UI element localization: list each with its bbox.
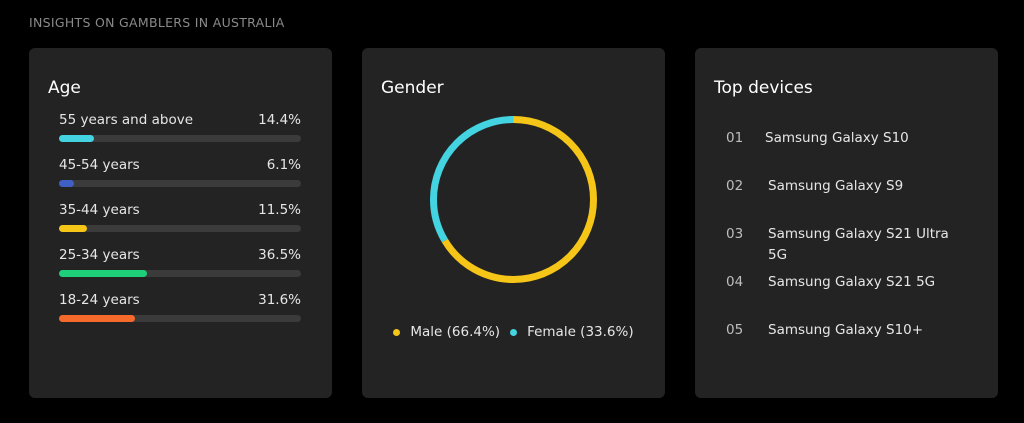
gender-card: Gender Male (66.4%) Female (33.6%) <box>362 48 665 398</box>
age-value: 6.1% <box>266 157 301 173</box>
donut-slice-female <box>430 116 597 283</box>
page-heading: INSIGHTS ON GAMBLERS IN AUSTRALIA <box>29 15 285 30</box>
device-rank: 05 <box>726 322 744 338</box>
age-value: 36.5% <box>258 247 301 263</box>
age-label: 35-44 years <box>59 202 140 218</box>
age-list: 55 years and above 14.4% 45-54 years 6.1… <box>59 111 301 336</box>
legend-item-male: Male (66.4%) <box>393 324 500 340</box>
age-value: 11.5% <box>258 202 301 218</box>
age-bar-track <box>59 135 301 142</box>
age-label: 45-54 years <box>59 157 140 173</box>
age-bar-fill <box>59 270 148 277</box>
age-label: 25-34 years <box>59 247 140 263</box>
age-bar-track <box>59 315 301 322</box>
age-item: 45-54 years 6.1% <box>59 156 301 201</box>
device-name: Samsung Galaxy S10 <box>765 130 909 146</box>
age-label: 18-24 years <box>59 292 140 308</box>
device-rank: 03 <box>726 226 744 242</box>
gender-card-title: Gender <box>381 78 444 98</box>
age-bar-track <box>59 270 301 277</box>
age-bar-track <box>59 225 301 232</box>
devices-card-title: Top devices <box>714 78 813 98</box>
age-bar-fill <box>59 180 74 187</box>
age-value: 31.6% <box>258 292 301 308</box>
age-card: Age 55 years and above 14.4% 45-54 years… <box>29 48 332 398</box>
age-item: 25-34 years 36.5% <box>59 246 301 291</box>
legend-dot-male <box>393 328 401 336</box>
age-bar-fill <box>59 315 136 322</box>
device-rank: 04 <box>726 274 744 290</box>
devices-card: Top devices 01 Samsung Galaxy S10 02 Sam… <box>695 48 998 398</box>
legend-dot-female <box>510 328 518 336</box>
legend-item-female: Female (33.6%) <box>510 324 634 340</box>
device-name: Samsung Galaxy S21 Ultra 5G <box>768 226 949 263</box>
age-item: 18-24 years 31.6% <box>59 291 301 336</box>
age-item: 35-44 years 11.5% <box>59 201 301 246</box>
age-label: 55 years and above <box>59 112 193 128</box>
gender-donut-chart <box>430 116 597 283</box>
device-name: Samsung Galaxy S9 <box>768 178 904 194</box>
gender-legend: Male (66.4%) Female (33.6%) <box>362 324 665 340</box>
age-bar-fill <box>59 225 87 232</box>
legend-label-male: Male (66.4%) <box>410 324 501 340</box>
device-name: Samsung Galaxy S10+ <box>768 322 924 338</box>
age-value: 14.4% <box>258 112 301 128</box>
age-bar-fill <box>59 135 94 142</box>
device-rank: 02 <box>726 178 744 194</box>
legend-label-female: Female (33.6%) <box>527 324 634 340</box>
device-name: Samsung Galaxy S21 5G <box>768 274 936 290</box>
age-item: 55 years and above 14.4% <box>59 111 301 156</box>
device-rank: 01 <box>726 130 744 146</box>
age-bar-track <box>59 180 301 187</box>
age-card-title: Age <box>48 78 81 98</box>
